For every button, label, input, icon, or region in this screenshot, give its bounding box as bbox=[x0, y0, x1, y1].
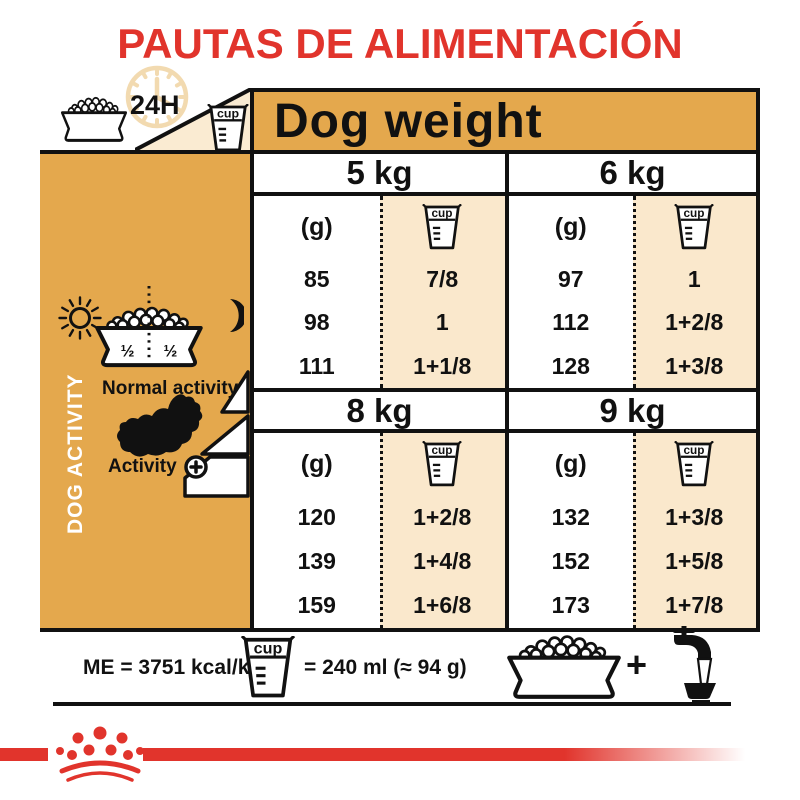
moon-icon bbox=[230, 299, 244, 332]
grams-value: 132 bbox=[551, 503, 590, 530]
weight-header-5kg: 5 kg bbox=[254, 154, 505, 196]
grams-value: 111 bbox=[298, 352, 335, 379]
half-right-label: ½ bbox=[164, 341, 178, 360]
half-left-label: ½ bbox=[121, 341, 135, 360]
plus-sign: + bbox=[626, 644, 648, 685]
normal-activity-label: Normal activity bbox=[102, 378, 239, 399]
cup-icon: cup bbox=[422, 441, 463, 487]
weight-cell-9kg: (g) cup 132 1+3/8 152 1+5/8 173 1+7/8 bbox=[505, 433, 756, 628]
food-bowl-icon bbox=[502, 634, 626, 702]
weight-header-9kg: 9 kg bbox=[505, 388, 756, 433]
grams-value: 120 bbox=[297, 503, 336, 530]
cup-value: 7/8 bbox=[426, 266, 459, 293]
cup-icon-label: cup bbox=[217, 107, 239, 121]
dog-silhouette-icon bbox=[117, 394, 203, 457]
svg-text:cup: cup bbox=[684, 206, 705, 220]
metabolizable-energy-label: ME = 3751 kcal/kg bbox=[83, 656, 263, 679]
grams-header: (g) bbox=[554, 212, 587, 241]
activity-label: Activity bbox=[108, 456, 177, 477]
grams-value: 85 bbox=[303, 266, 330, 293]
red-band-left bbox=[0, 748, 48, 761]
cup-value: 1+1/8 bbox=[413, 352, 472, 379]
dog-weight-header: Dog weight bbox=[250, 88, 760, 150]
grams-value: 173 bbox=[551, 592, 590, 619]
weight-cell-5kg: (g) cup 85 7/8 98 1 111 1+1/8 bbox=[254, 196, 505, 388]
cup-equivalence-label: = 240 ml (≈ 94 g) bbox=[304, 656, 467, 679]
plus-circle-icon bbox=[183, 455, 208, 479]
grams-value: 98 bbox=[303, 309, 330, 336]
cup-value: 1+6/8 bbox=[413, 592, 472, 619]
svg-text:cup: cup bbox=[432, 206, 453, 220]
page-title: PAUTAS DE ALIMENTACIÓN bbox=[117, 20, 683, 67]
grams-value: 128 bbox=[551, 352, 590, 379]
divider-rule bbox=[53, 702, 731, 706]
cup-value: 1+5/8 bbox=[665, 547, 724, 574]
grams-value: 97 bbox=[557, 266, 584, 293]
dog-weight-label: Dog weight bbox=[274, 94, 543, 148]
weight-cell-6kg: (g) cup 97 1 112 1+2/8 128 1+3/8 bbox=[505, 196, 756, 388]
dog-activity-sidebar: ½ ½ DOG ACTIVITY Normal activity Activit… bbox=[40, 154, 250, 628]
weight-cell-8kg: (g) cup 120 1+2/8 139 1+4/8 159 1+6/8 bbox=[254, 433, 505, 628]
half-half-bowl-icon: ½ ½ bbox=[95, 286, 203, 368]
weight-header-6kg: 6 kg bbox=[505, 154, 756, 196]
dog-activity-label: DOG ACTIVITY bbox=[64, 373, 87, 534]
weight-header-8kg: 8 kg bbox=[254, 388, 505, 433]
grams-header: (g) bbox=[300, 212, 333, 241]
cup-value: 1+7/8 bbox=[665, 592, 724, 619]
svg-text:cup: cup bbox=[684, 443, 705, 457]
cup-value: 1 bbox=[435, 309, 449, 336]
svg-text:cup: cup bbox=[254, 639, 283, 657]
activity-plus-row: Activity bbox=[108, 454, 209, 480]
cup-icon: cup bbox=[422, 204, 463, 250]
cup-value: 1+2/8 bbox=[413, 503, 472, 530]
grams-header: (g) bbox=[554, 449, 587, 478]
clock-icon bbox=[125, 65, 189, 129]
cup-value: 1 bbox=[687, 266, 701, 293]
food-bowl-icon bbox=[60, 96, 128, 142]
feeding-table: 5 kg 6 kg (g) cup 85 7/8 98 1 111 1+1/8 bbox=[250, 154, 760, 628]
cup-icon: cup bbox=[240, 636, 296, 698]
24h-label: 24H bbox=[130, 90, 180, 120]
royal-canin-crown-logo bbox=[56, 726, 144, 782]
svg-text:cup: cup bbox=[432, 443, 453, 457]
cup-value: 1+2/8 bbox=[665, 309, 724, 336]
grams-value: 152 bbox=[551, 547, 590, 574]
main-band: ½ ½ DOG ACTIVITY Normal activity Activit… bbox=[40, 150, 760, 632]
water-tap-icon bbox=[672, 626, 716, 702]
cup-value: 1+3/8 bbox=[665, 352, 724, 379]
red-band-right bbox=[143, 748, 745, 761]
grams-value: 112 bbox=[552, 309, 590, 336]
cup-icon: cup bbox=[674, 204, 715, 250]
sun-icon bbox=[58, 296, 102, 340]
grams-header: (g) bbox=[300, 449, 333, 478]
grams-value: 139 bbox=[297, 547, 336, 574]
cup-icon: cup bbox=[207, 104, 249, 152]
cup-value: 1+3/8 bbox=[665, 503, 724, 530]
cup-icon: cup bbox=[674, 441, 715, 487]
cup-value: 1+4/8 bbox=[413, 547, 472, 574]
grams-value: 159 bbox=[297, 592, 336, 619]
